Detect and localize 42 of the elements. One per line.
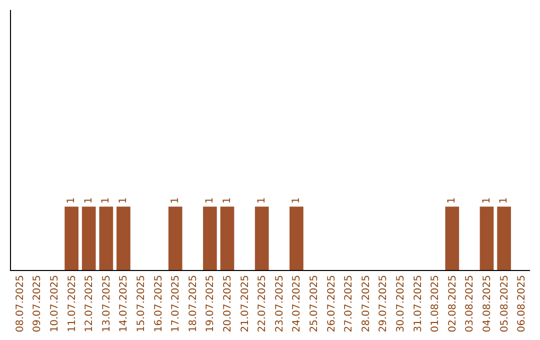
x-tick-label: 22.07.2025 xyxy=(257,275,268,332)
data-label: 1 xyxy=(204,197,216,204)
x-tick-label: 02.08.2025 xyxy=(447,275,458,332)
data-label: 1 xyxy=(66,197,78,204)
x-tick-label: 27.07.2025 xyxy=(344,275,355,332)
x-tick-label: 06.08.2025 xyxy=(516,275,528,332)
x-tick-label: 11.07.2025 xyxy=(66,275,78,332)
x-tick-label: 12.07.2025 xyxy=(84,275,96,332)
x-tick-label: 01.08.2025 xyxy=(430,275,442,332)
x-tick-label: 15.07.2025 xyxy=(136,275,147,332)
data-label: 1 xyxy=(100,197,112,204)
x-tick-label: 05.08.2025 xyxy=(499,275,510,332)
data-label: 1 xyxy=(498,197,510,204)
x-tick-label: 19.07.2025 xyxy=(205,275,216,332)
x-tick-label: 29.07.2025 xyxy=(378,275,390,332)
x-tick-label: 17.07.2025 xyxy=(170,275,182,332)
x-tick-label: 31.07.2025 xyxy=(412,275,424,332)
x-tick-label: 20.07.2025 xyxy=(222,275,234,332)
data-label: 1 xyxy=(290,197,302,204)
x-tick-label: 18.07.2025 xyxy=(188,275,199,332)
x-tick-label: 09.07.2025 xyxy=(32,275,44,332)
x-tick-label: 13.07.2025 xyxy=(101,275,112,332)
data-label: 1 xyxy=(222,197,233,204)
data-label: 1 xyxy=(83,197,94,204)
x-tick-label: 14.07.2025 xyxy=(118,275,130,332)
x-tick-label: 25.07.2025 xyxy=(309,275,320,332)
x-tick-label: 23.07.2025 xyxy=(274,275,286,332)
x-tick-label: 08.07.2025 xyxy=(14,275,26,332)
data-label: 1 xyxy=(170,197,181,204)
data-label: 1 xyxy=(118,197,129,204)
data-label: 1 xyxy=(446,197,458,204)
x-tick-label: 24.07.2025 xyxy=(292,275,303,332)
x-tick-label: 10.07.2025 xyxy=(50,275,60,332)
x-tick-label: 03.08.2025 xyxy=(464,275,476,332)
x-tick-label: 04.08.2025 xyxy=(482,275,493,332)
x-tick-label: 21.07.2025 xyxy=(240,275,251,332)
x-tick-label: 28.07.2025 xyxy=(360,275,372,332)
x-tick-label: 30.07.2025 xyxy=(396,275,406,332)
x-tick-label: 16.07.2025 xyxy=(153,275,164,332)
data-label: 1 xyxy=(256,197,268,204)
x-tick-label: 26.07.2025 xyxy=(326,275,338,332)
data-label: 1 xyxy=(481,197,492,204)
